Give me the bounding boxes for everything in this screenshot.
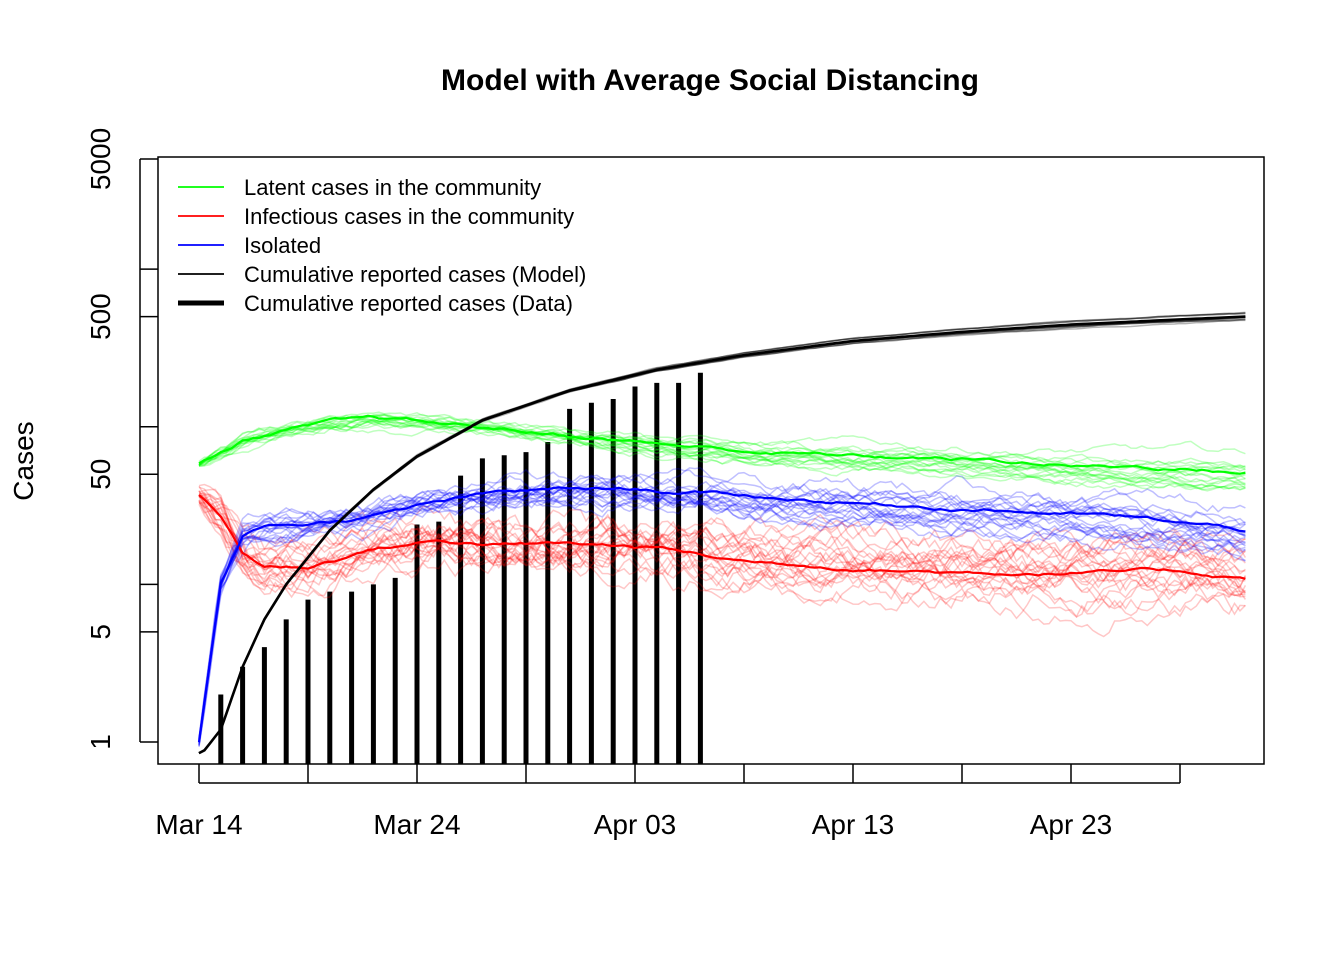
simulation-line (198, 416, 1246, 472)
simulation-line (198, 475, 1246, 742)
y-tick-label: 5000 (85, 128, 116, 190)
simulation-line (198, 481, 1246, 742)
simulation-line (198, 496, 1247, 590)
x-tick-label: Apr 03 (594, 809, 677, 840)
simulation-line (198, 414, 1246, 482)
y-axis-label: Cases (8, 421, 39, 500)
simulation-line (198, 317, 1246, 754)
simulation-line (198, 499, 1246, 617)
legend-label: Cumulative reported cases (Model) (244, 262, 586, 287)
simulation-line (198, 481, 1246, 742)
simulation-line (198, 483, 1246, 739)
legend-label: Isolated (244, 233, 321, 258)
simulation-line (198, 494, 1247, 598)
x-tick-label: Apr 13 (812, 809, 895, 840)
simulation-line (198, 494, 1246, 610)
y-axis: 1 5 50 500 5000 (85, 128, 158, 750)
simulation-line (198, 500, 1246, 599)
simulation-line (198, 411, 1246, 468)
simulation-line (198, 494, 1246, 579)
simulation-line (198, 490, 1246, 586)
legend: Latent cases in the community Infectious … (178, 175, 586, 316)
y-tick-label: 1 (85, 734, 116, 750)
simulation-line (198, 478, 1246, 739)
simulation-line (198, 486, 1246, 743)
simulation-line (198, 488, 1246, 638)
simulation-line (198, 419, 1246, 490)
x-tick-label: Apr 23 (1030, 809, 1113, 840)
simulation-line (198, 487, 1246, 745)
x-axis: Mar 14 Mar 24 Apr 03 Apr 13 Apr 23 (155, 764, 1181, 840)
simulation-line (198, 421, 1246, 471)
simulation-line (198, 494, 1246, 588)
simulation-line (198, 499, 1246, 618)
simulation-line (198, 487, 1246, 742)
simulation-line (198, 426, 1246, 491)
simulation-line (198, 420, 1246, 477)
series-mean-line (198, 315, 1246, 755)
y-tick-label: 500 (85, 293, 116, 340)
simulation-line (198, 492, 1246, 742)
simulation-line (198, 482, 1246, 746)
simulation-line (198, 493, 1246, 740)
simulation-line (198, 419, 1246, 487)
simulation-line (198, 481, 1246, 740)
x-tick-label: Mar 14 (155, 809, 242, 840)
simulation-line (198, 467, 1246, 746)
legend-label: Cumulative reported cases (Data) (244, 291, 573, 316)
simulation-line (198, 413, 1246, 491)
series-mean-line (198, 414, 1246, 475)
simulation-line (198, 500, 1246, 612)
simulation-line (198, 491, 1246, 591)
simulation-line (198, 503, 1247, 620)
series-mean-line (197, 486, 1246, 743)
simulation-line (198, 490, 1246, 601)
simulation-line (198, 493, 1246, 588)
simulation-line (198, 420, 1246, 486)
series-lines-layer (197, 311, 1247, 755)
simulation-line (198, 495, 1247, 591)
simulation-line (198, 489, 1246, 741)
simulation-line (198, 493, 1246, 581)
simulation-line (198, 417, 1246, 490)
y-tick-label: 50 (85, 459, 116, 490)
simulation-line (198, 486, 1246, 583)
simulation-line (198, 418, 1246, 489)
plot-frame (157, 156, 1265, 765)
simulation-line (198, 420, 1246, 480)
series-mean-line (198, 494, 1246, 580)
legend-label: Infectious cases in the community (244, 204, 574, 229)
x-tick-label: Mar 24 (373, 809, 460, 840)
legend-label: Latent cases in the community (244, 175, 541, 200)
y-tick-label: 5 (85, 624, 116, 640)
simulation-line (198, 501, 1246, 616)
simulation-line (198, 473, 1246, 745)
simulation-line (198, 485, 1246, 609)
chart-title: Model with Average Social Distancing (441, 64, 979, 97)
simulation-line (198, 483, 1246, 598)
